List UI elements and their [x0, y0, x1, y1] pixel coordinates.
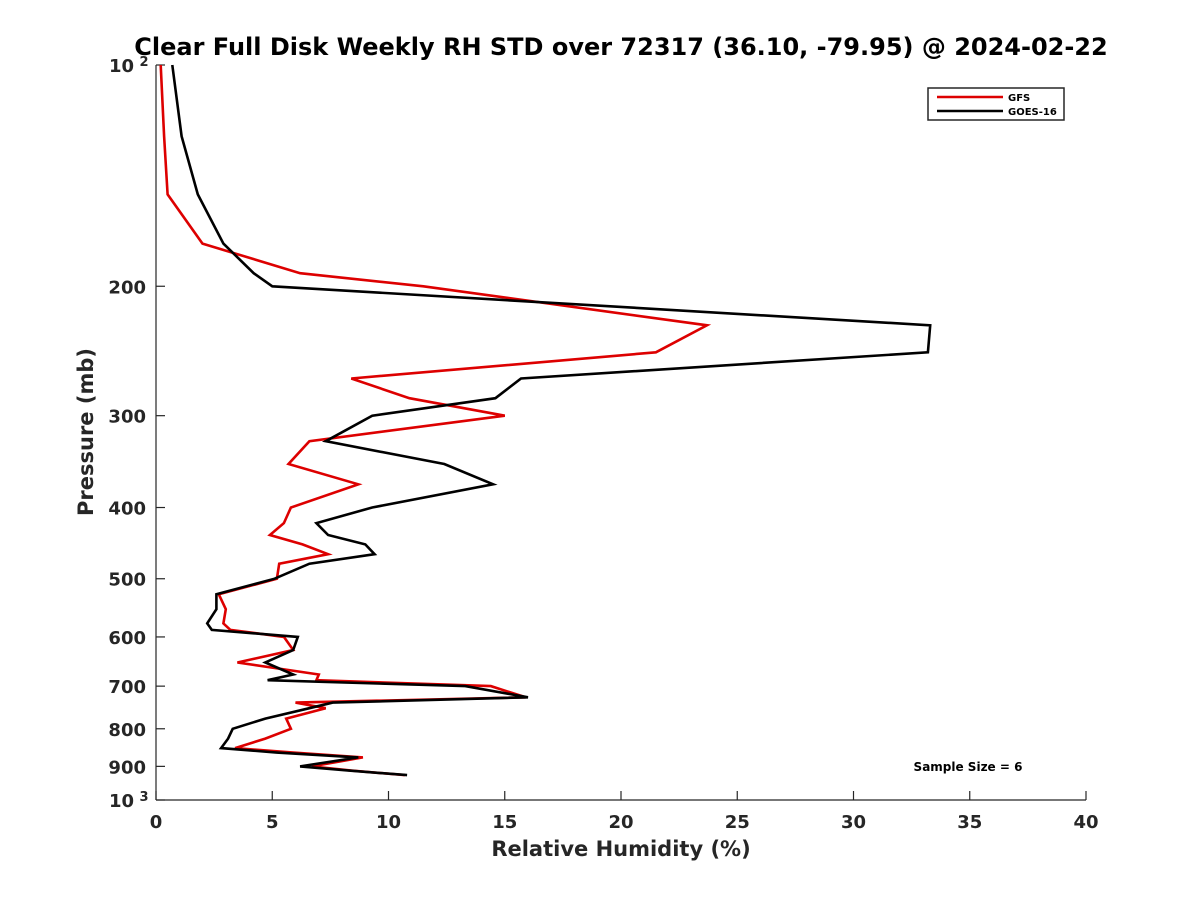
x-tick-label: 0 — [150, 812, 163, 833]
y-tick-label: 500 — [108, 570, 146, 591]
x-tick-label: 20 — [608, 812, 633, 833]
y-axis-label: Pressure (mb) — [74, 348, 98, 516]
chart-title: Clear Full Disk Weekly RH STD over 72317… — [134, 33, 1107, 61]
y-ticks: 10 2 200 300 400 500 600 700 800 900 10 3 — [108, 55, 165, 812]
y-tick-label: 10 — [109, 56, 134, 77]
y-tick-label: 600 — [108, 628, 146, 649]
series-lines — [159, 64, 932, 777]
y-tick-label: 700 — [108, 677, 146, 698]
x-tick-label: 10 — [376, 812, 401, 833]
x-tick-label: 5 — [266, 812, 279, 833]
y-tick-exponent: 2 — [139, 55, 148, 70]
x-tick-label: 40 — [1073, 812, 1098, 833]
legend: GFS GOES-16 — [927, 87, 1065, 121]
legend-box — [927, 87, 1065, 121]
x-axis-label: Relative Humidity (%) — [491, 837, 750, 861]
legend-label-gfs: GFS — [1008, 93, 1030, 104]
x-tick-label: 15 — [492, 812, 517, 833]
x-tick-label: 25 — [725, 812, 750, 833]
series-line-goes-16 — [171, 64, 932, 777]
y-tick-exponent: 3 — [139, 790, 148, 805]
y-tick-label: 900 — [108, 757, 146, 778]
x-tick-label: 30 — [841, 812, 866, 833]
y-tick-label: 10 — [109, 791, 134, 812]
y-tick-label: 200 — [108, 277, 146, 298]
x-ticks: 0 5 10 15 20 25 30 35 40 — [150, 791, 1099, 833]
sample-size-annotation: Sample Size = 6 — [914, 760, 1023, 774]
legend-label-goes-16: GOES-16 — [1008, 107, 1057, 118]
y-tick-label: 400 — [108, 499, 146, 520]
y-tick-label: 800 — [108, 720, 146, 741]
y-tick-label: 300 — [108, 407, 146, 428]
series-line-gfs — [159, 64, 712, 777]
x-tick-label: 35 — [957, 812, 982, 833]
plot-area: 0 5 10 15 20 25 30 35 40 10 2 200 300 400 500 600 700 80… — [108, 55, 1098, 833]
